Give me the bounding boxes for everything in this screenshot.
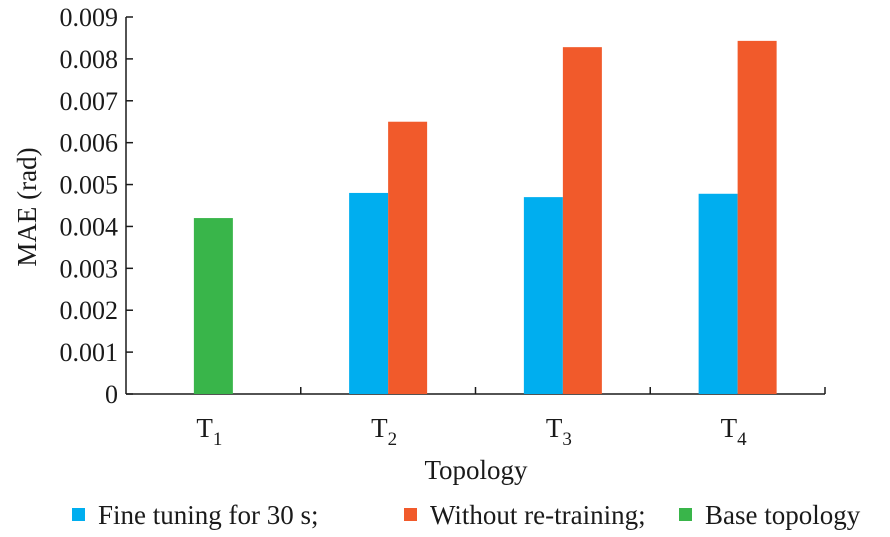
legend-label: Fine tuning for 30 s;	[98, 500, 319, 530]
y-tick-label: 0.009	[60, 3, 119, 32]
bar	[698, 193, 738, 394]
y-tick-label: 0.004	[60, 212, 119, 241]
legend: Fine tuning for 30 s; Without re-training…	[72, 500, 861, 530]
bar	[193, 218, 233, 394]
bar	[737, 40, 777, 394]
legend-swatch	[679, 508, 692, 521]
y-axis: 0 0.001 0.002 0.003 0.004 0.005 0.006 0.007 0.00…	[60, 3, 133, 409]
bars	[193, 40, 777, 394]
x-tick-label: T1	[196, 413, 222, 450]
bar	[523, 197, 563, 394]
x-tick-label: T2	[371, 413, 397, 450]
y-tick-label: 0.003	[60, 254, 119, 283]
y-tick-label: 0.005	[60, 171, 119, 200]
x-tick-label: T4	[721, 413, 748, 450]
x-axis: T1 T2 T3 T4	[126, 387, 826, 450]
bar	[562, 47, 602, 394]
legend-label: Without re-training;	[430, 500, 646, 530]
y-tick-label: 0.008	[60, 45, 119, 74]
x-tick-label: T3	[546, 413, 572, 450]
legend-swatch	[404, 508, 417, 521]
legend-swatch	[72, 508, 85, 521]
y-tick-label: 0.006	[60, 129, 119, 158]
x-axis-title: Topology	[424, 455, 528, 485]
y-tick-label: 0.007	[60, 87, 119, 116]
y-tick-label: 0	[105, 380, 118, 409]
legend-label: Base topology	[705, 500, 861, 530]
y-tick-label: 0.001	[60, 338, 119, 367]
bar	[388, 121, 428, 394]
y-axis-title: MAE (rad)	[12, 147, 42, 266]
y-tick-label: 0.002	[60, 296, 119, 325]
bar	[349, 192, 389, 394]
